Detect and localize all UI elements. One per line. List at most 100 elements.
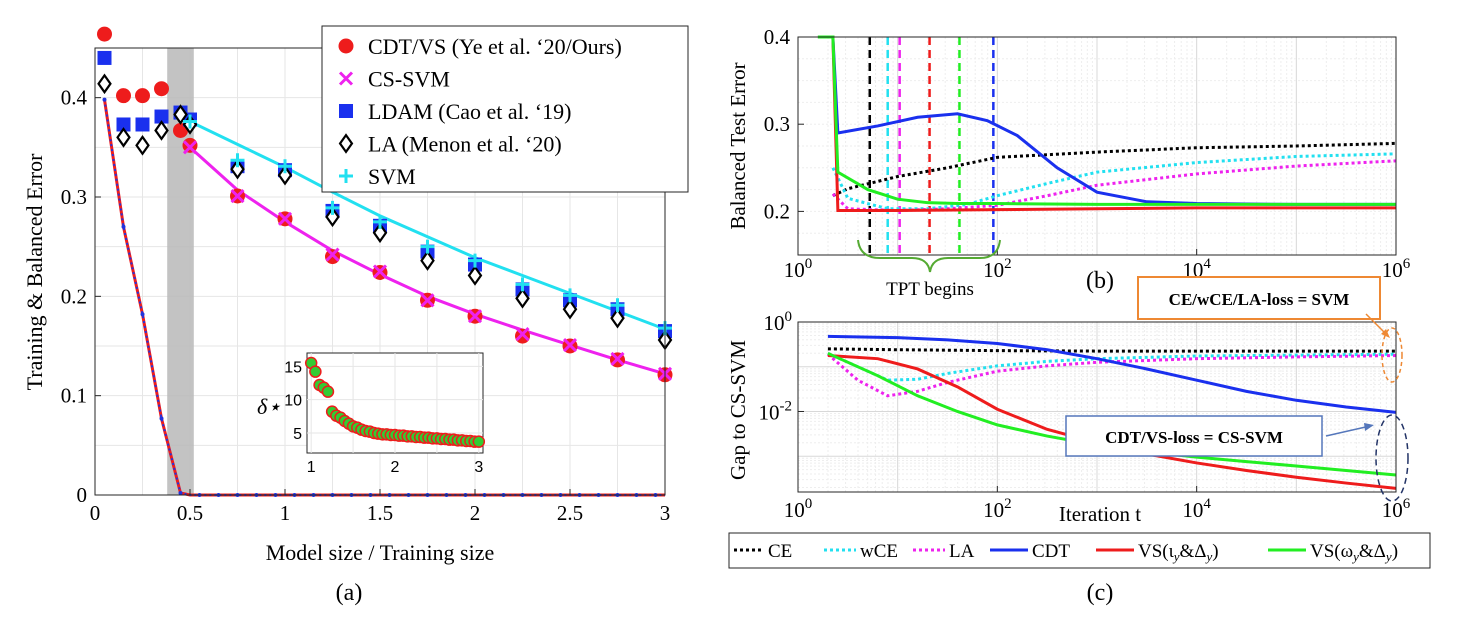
inset-point xyxy=(472,435,486,448)
x-tick-label: 100 xyxy=(784,256,813,282)
panel-a-xlabel: Model size / Training size xyxy=(266,540,495,565)
marker-diamond xyxy=(325,206,340,228)
curve-la xyxy=(831,159,1397,213)
marker-x xyxy=(277,211,293,226)
panel-c-ticks: 100 102 104 106 10-2 100 xyxy=(759,309,1411,522)
y-tick-label: 10-2 xyxy=(759,398,793,424)
legend-c-label: VS(ωy&Δy) xyxy=(1310,541,1398,564)
y-tick-label: 0.4 xyxy=(61,86,88,110)
x-tick-label: 102 xyxy=(983,496,1012,522)
legend-c-box xyxy=(728,532,1431,569)
marker-diamond xyxy=(116,127,131,148)
marker-plus xyxy=(563,288,577,303)
panel-c-xlabel: Iteration t xyxy=(1059,502,1141,526)
marker-diamond xyxy=(97,73,112,95)
marker-plus xyxy=(325,200,340,215)
x-tick-label: 102 xyxy=(983,256,1012,282)
x-tick-label: 0 xyxy=(90,501,101,525)
marker-circle xyxy=(116,88,131,104)
marker-circle xyxy=(97,26,112,42)
y-tick-label: 0.4 xyxy=(764,25,791,49)
tpt-brace xyxy=(857,239,1001,273)
inset-x-tick-label: 1 xyxy=(307,459,316,476)
panel-c: 100 102 104 106 10-2 100 Gap to CS-SVM Iterat… xyxy=(726,276,1431,606)
training-error-point xyxy=(102,97,107,102)
marker-x xyxy=(182,140,198,155)
panel-a-ylabel: Training & Balanced Error xyxy=(22,153,47,391)
legend-c-label: wCE xyxy=(860,541,898,562)
marker-plus xyxy=(230,153,245,168)
marker-x xyxy=(515,327,530,342)
inset-ticks: 1 2 3 5 10 15 xyxy=(284,359,483,476)
marker-square xyxy=(154,109,169,124)
legend-c-label: LA xyxy=(949,541,975,562)
training-error-point xyxy=(178,491,183,496)
cssvm-ellipse xyxy=(1375,414,1409,502)
panel-a-legend: CDT/VS (Ye et al. ‘20/Ours) CS-SVM LDAM (C… xyxy=(321,25,689,193)
panel-a: 0 0.5 1 1.5 2 2.5 3 0 0.1 0.2 0.3 0.4 Model size / … xyxy=(22,25,689,606)
legend-marker-square xyxy=(339,104,353,118)
inset-y-tick-label: 15 xyxy=(284,359,302,376)
marker-diamond xyxy=(230,158,245,180)
panel-b-frame xyxy=(797,36,1397,256)
legend-label: CDT/VS (Ye et al. ‘20/Ours) xyxy=(368,34,622,59)
panel-c-legend: CE wCE LA CDT VS(ιy&Δy) VS(ωy&Δy) xyxy=(728,532,1431,569)
marker-plus xyxy=(373,214,387,229)
svm-annotation: CE/wCE/LA-loss = SVM xyxy=(1169,290,1350,309)
marker-plus xyxy=(468,253,482,268)
marker-square xyxy=(116,117,131,132)
cssvm-annotation-box xyxy=(1065,415,1323,457)
inset-x-tick-label: 2 xyxy=(391,459,400,476)
marker-square xyxy=(97,50,112,65)
marker-x xyxy=(230,188,245,204)
x-tick-label: 104 xyxy=(1182,496,1211,522)
marker-diamond xyxy=(610,307,625,329)
marker-square xyxy=(135,117,150,132)
x-tick-label: 2.5 xyxy=(557,501,583,525)
marker-plus xyxy=(183,114,197,129)
marker-x xyxy=(610,351,625,366)
marker-circle xyxy=(154,81,169,97)
marker-diamond xyxy=(277,164,293,186)
marker-diamond xyxy=(420,250,435,271)
inset-point xyxy=(309,365,322,378)
marker-plus xyxy=(515,277,530,292)
legend-box xyxy=(321,25,689,193)
y-tick-label: 0.3 xyxy=(764,112,790,136)
legend-c-label: VS(ιy&Δy) xyxy=(1138,541,1219,564)
x-tick-label: 1.5 xyxy=(367,501,393,525)
inset-x-tick-label: 3 xyxy=(474,459,483,476)
panel-b-curves xyxy=(817,35,1397,213)
legend-label: LDAM (Cao et al. ‘19) xyxy=(368,99,571,124)
panel-b-tpt-markers xyxy=(868,37,995,255)
y-tick-label: 0.3 xyxy=(61,185,87,209)
inset-markers xyxy=(304,356,486,448)
legend-label: CS-SVM xyxy=(368,67,450,92)
inset-ylabel: δ⋆ xyxy=(257,394,281,419)
marker-x xyxy=(467,309,483,324)
marker-diamond xyxy=(562,298,578,320)
panel-a-caption: (a) xyxy=(336,580,363,606)
x-tick-label: 106 xyxy=(1382,256,1411,282)
legend-label: LA (Menon et al. ‘20) xyxy=(368,132,562,157)
marker-diamond xyxy=(135,135,150,156)
x-tick-label: 106 xyxy=(1382,496,1411,522)
marker-x xyxy=(325,247,340,262)
fit-curve-1 xyxy=(189,120,666,331)
panel-b-caption: (b) xyxy=(1086,268,1114,294)
x-tick-label: 3 xyxy=(660,501,671,525)
marker-diamond xyxy=(515,288,530,309)
panel-b-ylabel: Balanced Test Error xyxy=(726,62,750,229)
curve-wce xyxy=(831,152,1397,211)
curve-vs(ω_y&δ_y) xyxy=(817,35,1396,206)
legend-marker-diamond xyxy=(338,133,354,154)
marker-diamond xyxy=(154,120,169,141)
cssvm-annotation: CDT/VS-loss = CS-SVM xyxy=(1105,428,1283,447)
panel-a-inset: 1 2 3 5 10 15 δ⋆ xyxy=(257,352,486,476)
marker-circle xyxy=(173,122,188,138)
svm-annotation-box xyxy=(1137,276,1381,320)
tpt-begins-label: TPT begins xyxy=(886,279,974,300)
marker-plus xyxy=(278,159,292,174)
legend-marker-plus xyxy=(339,169,353,183)
